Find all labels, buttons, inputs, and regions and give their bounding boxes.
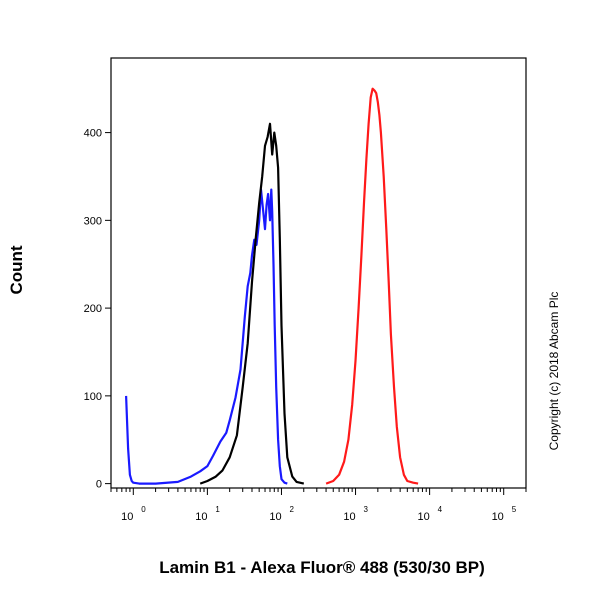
x-tick-label: 10	[417, 511, 429, 523]
x-tick-label: 10	[269, 511, 281, 523]
x-tick-label: 10	[195, 511, 207, 523]
copyright-annotation: Copyright (c) 2018 Abcam Plc	[547, 292, 561, 451]
x-tick-label: 10	[343, 511, 355, 523]
x-tick-exponent: 1	[215, 505, 220, 514]
series-line-3	[325, 87, 419, 485]
x-tick-label: 10	[492, 511, 504, 523]
x-axis: 10 0 10 1 10 2 10 3 10 4 10 5	[110, 488, 527, 523]
y-axis-title: Count	[7, 245, 26, 294]
x-tick-exponent: 0	[141, 505, 146, 514]
x-tick-label: 10	[121, 511, 133, 523]
y-tick-label: 400	[84, 128, 102, 140]
x-tick-exponent: 2	[289, 505, 294, 514]
x-axis-title: Lamin B1 - Alexa Fluor® 488 (530/30 BP)	[159, 558, 485, 577]
x-tick-exponent: 3	[364, 505, 369, 514]
x-tick-exponent: 5	[512, 505, 517, 514]
series-line-1	[125, 188, 288, 485]
y-tick-label: 200	[84, 303, 102, 315]
series-layer	[125, 87, 419, 485]
y-tick-label: 0	[96, 479, 102, 491]
y-axis: 0 100 200 300 400	[84, 128, 111, 491]
x-tick-exponent: 4	[438, 505, 443, 514]
y-tick-label: 300	[84, 215, 102, 227]
series-line-2	[199, 122, 305, 485]
plot-frame	[110, 57, 527, 489]
y-tick-label: 100	[84, 391, 102, 403]
